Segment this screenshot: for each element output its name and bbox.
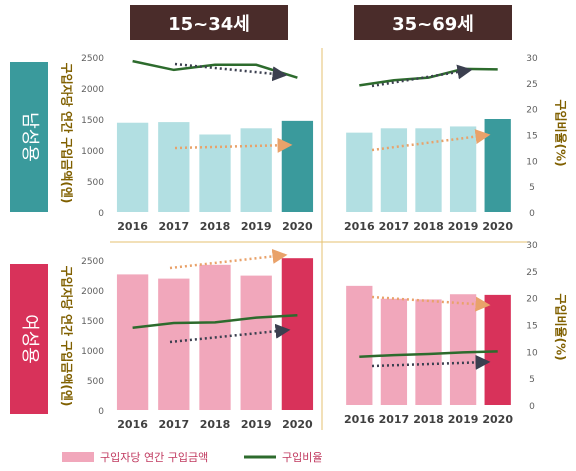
y2-tick-label: 30 <box>526 54 538 64</box>
y-tick-label: 1500 <box>81 116 104 126</box>
x-tick-label: 2017 <box>158 418 189 431</box>
dark-trend-arrow <box>174 62 288 82</box>
y2-tick-label: 0 <box>529 209 535 219</box>
bar <box>240 128 272 212</box>
x-tick-label: 2018 <box>413 413 444 426</box>
row-label-female: 여성용 <box>19 314 40 364</box>
y-tick-label: 0 <box>98 209 104 219</box>
x-tick-label: 2020 <box>282 418 313 431</box>
bar <box>449 294 477 405</box>
y-tick-label: 1000 <box>81 347 104 357</box>
series-line <box>132 59 298 79</box>
header-young: 15~34세 <box>168 14 250 35</box>
y2-tick-label: 10 <box>526 157 538 167</box>
x-tick-label: 2019 <box>241 220 272 233</box>
bar <box>449 126 477 212</box>
y2-tick-label: 15 <box>526 132 537 142</box>
panels: 2016 2017 2018 2019 202005001000150020002500… <box>81 54 538 431</box>
x-tick-label: 2020 <box>482 413 513 426</box>
legend-bar-label: 구입자당 연간 구입금액 <box>100 451 208 464</box>
x-tick-label: 2017 <box>379 220 410 233</box>
left-axis-title-male: 구입자당 연간 구입금액(엔) <box>60 63 75 204</box>
legend-line-label: 구입비율 <box>282 451 322 464</box>
x-tick-label: 2019 <box>241 418 272 431</box>
y-tick-label: 1000 <box>81 147 104 157</box>
y2-tick-label: 30 <box>526 241 538 251</box>
y2-tick-label: 15 <box>526 322 537 332</box>
header-old-box <box>354 5 512 40</box>
y-tick-label: 2000 <box>81 85 104 95</box>
x-tick-label: 2019 <box>448 413 479 426</box>
bar <box>158 122 190 212</box>
y-tick-label: 2000 <box>81 287 104 297</box>
y2-tick-label: 20 <box>526 295 538 305</box>
x-tick-label: 2020 <box>282 220 313 233</box>
y-tick-label: 1500 <box>81 317 104 327</box>
y2-tick-label: 25 <box>526 268 537 278</box>
orange-trend-arrow <box>174 137 293 153</box>
y2-tick-label: 5 <box>529 375 535 385</box>
header-old: 35~69세 <box>392 14 474 35</box>
y2-tick-label: 0 <box>529 402 535 412</box>
row-label-male-box <box>10 62 48 212</box>
bar <box>158 278 190 410</box>
row-label-female-box <box>10 264 48 414</box>
x-tick-label: 2016 <box>344 220 375 233</box>
y-tick-label: 0 <box>98 407 104 417</box>
bar <box>484 294 511 405</box>
x-tick-label: 2018 <box>200 418 231 431</box>
series-line <box>359 67 498 87</box>
x-tick-label: 2018 <box>200 220 231 233</box>
x-tick-label: 2020 <box>482 220 513 233</box>
series-line <box>132 313 298 330</box>
orange-trend-arrow <box>169 248 288 270</box>
bar <box>116 122 149 212</box>
bar <box>415 299 442 405</box>
y-tick-label: 500 <box>87 377 104 387</box>
bar <box>484 119 511 212</box>
left-axis-title-female: 구입자당 연간 구입금액(엔) <box>60 266 75 407</box>
y2-tick-label: 5 <box>529 183 535 193</box>
y2-tick-label: 20 <box>526 106 538 116</box>
bar <box>281 258 314 410</box>
bar <box>346 285 373 405</box>
y2-tick-label: 10 <box>526 348 538 358</box>
right-axis-title-female: 구입비율(%) <box>554 293 569 360</box>
dark-trend-arrow <box>371 354 491 370</box>
x-tick-label: 2016 <box>117 220 148 233</box>
orange-trend-arrow <box>371 295 491 312</box>
right-axis-title-male: 구입비율(%) <box>554 99 569 166</box>
x-tick-label: 2017 <box>379 413 410 426</box>
bar <box>116 274 149 410</box>
series-line <box>359 350 498 358</box>
y-tick-label: 2500 <box>81 257 104 267</box>
dark-trend-arrow <box>371 64 473 88</box>
header-young-box <box>130 5 288 40</box>
x-tick-label: 2017 <box>158 220 189 233</box>
bar <box>346 132 373 212</box>
y-tick-label: 2500 <box>81 54 104 64</box>
x-tick-label: 2019 <box>448 220 479 233</box>
x-tick-label: 2016 <box>344 413 375 426</box>
x-tick-label: 2016 <box>117 418 148 431</box>
y2-tick-label: 25 <box>526 80 537 90</box>
bar <box>281 120 314 212</box>
y-tick-label: 500 <box>87 178 104 188</box>
bar <box>240 275 272 410</box>
legend-bar-swatch <box>62 452 94 462</box>
row-label-male: 남성용 <box>19 112 40 162</box>
bar <box>380 128 408 212</box>
bar <box>380 298 408 405</box>
x-tick-label: 2018 <box>413 220 444 233</box>
